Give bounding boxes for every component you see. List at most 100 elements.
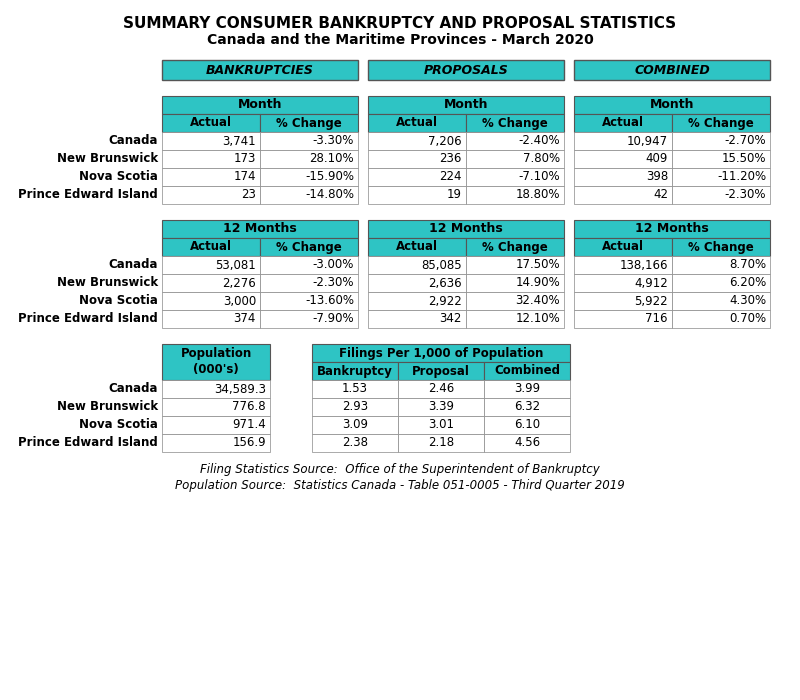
Text: New Brunswick: New Brunswick — [57, 153, 158, 165]
Text: 971.4: 971.4 — [232, 419, 266, 431]
Bar — [368, 310, 466, 328]
Bar — [162, 168, 260, 186]
Text: 42: 42 — [653, 188, 668, 202]
Text: 15.50%: 15.50% — [722, 153, 766, 165]
Text: 1.53: 1.53 — [342, 382, 368, 396]
Bar — [574, 274, 672, 292]
Bar — [260, 292, 358, 310]
Bar — [574, 292, 672, 310]
Text: 156.9: 156.9 — [232, 437, 266, 449]
Text: 398: 398 — [646, 171, 668, 183]
Bar — [672, 186, 770, 204]
Text: Prince Edward Island: Prince Edward Island — [18, 437, 158, 449]
Bar — [574, 168, 672, 186]
Bar — [162, 274, 260, 292]
Text: 85,085: 85,085 — [422, 258, 462, 272]
Text: 17.50%: 17.50% — [515, 258, 560, 272]
Bar — [368, 186, 466, 204]
Text: % Change: % Change — [276, 116, 342, 130]
Text: 14.90%: 14.90% — [515, 276, 560, 290]
Bar — [466, 238, 564, 256]
Bar — [484, 398, 570, 416]
Text: 236: 236 — [440, 153, 462, 165]
Bar — [162, 220, 358, 238]
Bar — [368, 96, 564, 114]
Bar — [260, 168, 358, 186]
Text: 3,000: 3,000 — [222, 295, 256, 307]
Text: Combined: Combined — [494, 365, 560, 377]
Bar — [398, 362, 484, 380]
Text: Canada and the Maritime Provinces - March 2020: Canada and the Maritime Provinces - Marc… — [206, 33, 594, 47]
Text: 2,276: 2,276 — [222, 276, 256, 290]
Bar — [162, 114, 260, 132]
Bar — [312, 362, 398, 380]
Bar — [672, 256, 770, 274]
Bar — [368, 220, 564, 238]
Bar — [484, 380, 570, 398]
Bar — [260, 132, 358, 150]
Text: 138,166: 138,166 — [619, 258, 668, 272]
Text: 0.70%: 0.70% — [729, 312, 766, 326]
Bar — [162, 238, 260, 256]
Text: 7.80%: 7.80% — [523, 153, 560, 165]
Bar — [162, 186, 260, 204]
Bar — [312, 416, 398, 434]
Text: Filings Per 1,000 of Population: Filings Per 1,000 of Population — [339, 346, 543, 360]
Bar — [574, 96, 770, 114]
Bar — [398, 434, 484, 452]
Bar — [162, 344, 270, 380]
Text: 224: 224 — [439, 171, 462, 183]
Text: Month: Month — [650, 99, 694, 111]
Bar — [574, 132, 672, 150]
Bar — [398, 380, 484, 398]
Text: Actual: Actual — [602, 241, 644, 253]
Bar — [672, 310, 770, 328]
Text: 34,589.3: 34,589.3 — [214, 382, 266, 396]
Text: 4.56: 4.56 — [514, 437, 540, 449]
Text: 174: 174 — [234, 171, 256, 183]
Text: 32.40%: 32.40% — [515, 295, 560, 307]
Text: -7.10%: -7.10% — [518, 171, 560, 183]
Text: 10,947: 10,947 — [627, 134, 668, 148]
Text: -2.30%: -2.30% — [313, 276, 354, 290]
Text: -14.80%: -14.80% — [305, 188, 354, 202]
Text: 23: 23 — [241, 188, 256, 202]
Bar — [672, 292, 770, 310]
Text: 2.93: 2.93 — [342, 400, 368, 414]
Text: 28.10%: 28.10% — [310, 153, 354, 165]
Text: 3,741: 3,741 — [222, 134, 256, 148]
Bar — [312, 380, 398, 398]
Text: -13.60%: -13.60% — [305, 295, 354, 307]
Text: 776.8: 776.8 — [232, 400, 266, 414]
Bar — [466, 114, 564, 132]
Text: Actual: Actual — [602, 116, 644, 130]
Text: BANKRUPTCIES: BANKRUPTCIES — [206, 64, 314, 76]
Bar — [312, 344, 570, 362]
Text: New Brunswick: New Brunswick — [57, 400, 158, 414]
Text: SUMMARY CONSUMER BANKRUPTCY AND PROPOSAL STATISTICS: SUMMARY CONSUMER BANKRUPTCY AND PROPOSAL… — [123, 17, 677, 32]
Text: 4,912: 4,912 — [634, 276, 668, 290]
Text: Canada: Canada — [109, 258, 158, 272]
Text: Canada: Canada — [109, 382, 158, 396]
Bar — [368, 114, 466, 132]
Text: 12 Months: 12 Months — [223, 223, 297, 235]
Bar — [466, 274, 564, 292]
Text: -11.20%: -11.20% — [717, 171, 766, 183]
Text: Proposal: Proposal — [412, 365, 470, 377]
Bar — [162, 380, 270, 398]
Bar — [162, 150, 260, 168]
Bar — [574, 256, 672, 274]
Text: -2.30%: -2.30% — [725, 188, 766, 202]
Text: 7,206: 7,206 — [428, 134, 462, 148]
Text: Filing Statistics Source:  Office of the Superintendent of Bankruptcy: Filing Statistics Source: Office of the … — [200, 463, 600, 477]
Text: 4.30%: 4.30% — [729, 295, 766, 307]
Bar — [162, 132, 260, 150]
Text: 3.99: 3.99 — [514, 382, 540, 396]
Text: Prince Edward Island: Prince Edward Island — [18, 188, 158, 202]
Text: 3.01: 3.01 — [428, 419, 454, 431]
Text: 12.10%: 12.10% — [515, 312, 560, 326]
Bar — [368, 60, 564, 80]
Text: 3.39: 3.39 — [428, 400, 454, 414]
Bar — [162, 434, 270, 452]
Text: % Change: % Change — [276, 241, 342, 253]
